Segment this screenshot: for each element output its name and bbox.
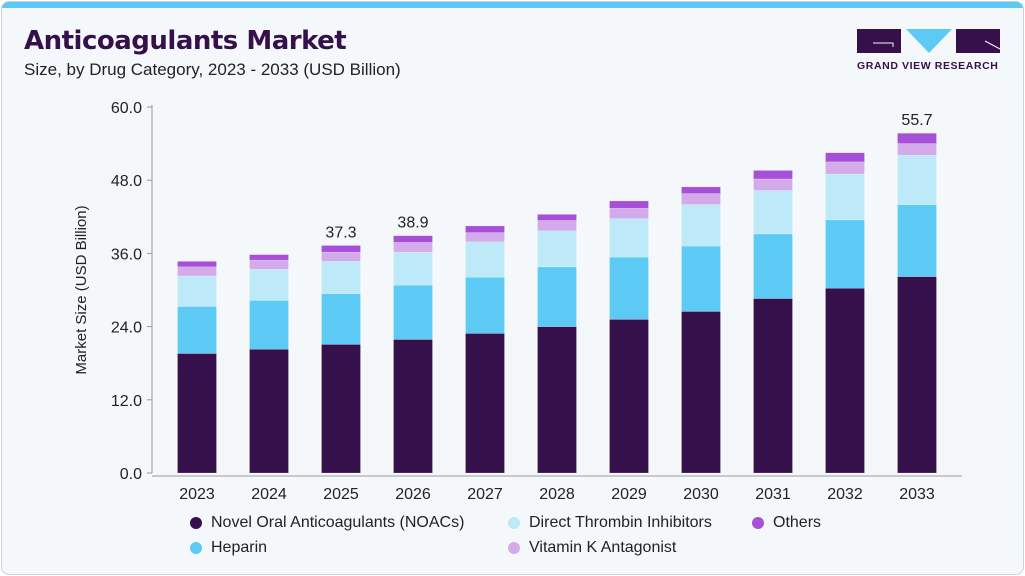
bar-segment-vitamin-k-antagonist-2023	[177, 266, 217, 277]
bar-segment-vitamin-k-antagonist-2027	[465, 232, 505, 243]
bar-segment-heparin-2025	[321, 293, 361, 345]
bar-segment-heparin-2029	[609, 256, 649, 320]
page-title: Anticoagulants Market	[24, 26, 347, 56]
legend-item[interactable]: Novel Oral Anticoagulants (NOACs)	[190, 514, 464, 532]
bar-segment-novel-oral-anticoagulants-noacs-2025	[321, 343, 361, 474]
bar-segment-vitamin-k-antagonist-2028	[537, 220, 577, 232]
bar-total-label: 38.9	[397, 215, 428, 232]
bar-segment-heparin-2031	[753, 233, 793, 299]
y-axis-label: Market Size (USD Billion)	[73, 205, 90, 374]
bar-segment-heparin-2028	[537, 266, 577, 327]
gvr-logo-icon	[857, 29, 1001, 53]
bar-segment-others-2030	[681, 186, 721, 194]
bar-segment-others-2023	[177, 261, 217, 268]
legend-swatch	[190, 517, 202, 529]
x-tick-label: 2027	[467, 486, 503, 503]
x-tick-label: 2028	[539, 486, 575, 503]
bar-segment-novel-oral-anticoagulants-noacs-2028	[537, 326, 577, 474]
bar-segment-others-2032	[825, 152, 865, 163]
grand-view-research-logo: GRAND VIEW RESEARCH	[857, 29, 1002, 72]
bar-segment-novel-oral-anticoagulants-noacs-2026	[393, 339, 433, 474]
bar-segment-vitamin-k-antagonist-2033	[897, 143, 937, 156]
y-tick-label: 48.0	[111, 173, 142, 190]
bar-segment-novel-oral-anticoagulants-noacs-2032	[825, 287, 865, 474]
bar-segment-others-2033	[897, 132, 937, 144]
bar-segment-direct-thrombin-inhibitors-2023	[177, 275, 217, 307]
legend-item[interactable]: Vitamin K Antagonist	[508, 539, 676, 557]
x-tick-label: 2025	[323, 486, 359, 503]
legend-label: Novel Oral Anticoagulants (NOACs)	[211, 514, 465, 531]
bar-segment-heparin-2023	[177, 306, 217, 354]
bar-segment-novel-oral-anticoagulants-noacs-2031	[753, 298, 793, 474]
y-tick-label: 12.0	[111, 393, 142, 410]
x-tick-label: 2031	[755, 486, 791, 503]
bar-segment-direct-thrombin-inhibitors-2031	[753, 190, 793, 235]
bar-segment-vitamin-k-antagonist-2032	[825, 161, 865, 175]
legend-label: Direct Thrombin Inhibitors	[529, 514, 712, 531]
top-accent-bar	[2, 2, 1023, 8]
bar-segment-heparin-2027	[465, 276, 505, 334]
x-tick-label: 2026	[395, 486, 431, 503]
bar-segment-direct-thrombin-inhibitors-2028	[537, 230, 577, 268]
bar-segment-others-2026	[393, 235, 433, 243]
bar-segment-novel-oral-anticoagulants-noacs-2030	[681, 311, 721, 474]
bar-segment-others-2029	[609, 200, 649, 209]
legend-swatch	[190, 542, 202, 554]
chart-subtitle: Size, by Drug Category, 2023 - 2033 (USD…	[24, 60, 401, 79]
bar-segment-others-2025	[321, 245, 361, 253]
legend-item[interactable]: Others	[752, 514, 821, 532]
bar-segment-novel-oral-anticoagulants-noacs-2027	[465, 333, 505, 474]
bar-total-label: 55.7	[901, 112, 932, 129]
bar-segment-heparin-2030	[681, 245, 721, 312]
legend-label: Others	[773, 514, 822, 531]
bar-segment-novel-oral-anticoagulants-noacs-2029	[609, 318, 649, 474]
x-tick-label: 2030	[683, 486, 719, 503]
x-tick-label: 2029	[611, 486, 647, 503]
legend-swatch	[508, 542, 520, 554]
bar-segment-vitamin-k-antagonist-2031	[753, 178, 793, 191]
bar-segment-novel-oral-anticoagulants-noacs-2033	[897, 276, 937, 474]
bar-segment-direct-thrombin-inhibitors-2029	[609, 218, 649, 258]
legend-label: Heparin	[211, 539, 268, 556]
legend-swatch	[752, 517, 764, 529]
bar-segment-novel-oral-anticoagulants-noacs-2023	[177, 353, 217, 474]
bar-total-label: 37.3	[325, 224, 356, 241]
bar-segment-heparin-2024	[249, 300, 289, 350]
bar-segment-novel-oral-anticoagulants-noacs-2024	[249, 348, 289, 474]
bar-segment-heparin-2026	[393, 284, 433, 340]
y-tick-label: 60.0	[111, 100, 142, 117]
x-tick-label: 2023	[179, 486, 215, 503]
x-tick-label: 2033	[899, 486, 935, 503]
bar-segment-direct-thrombin-inhibitors-2024	[249, 268, 289, 301]
legend-swatch	[508, 517, 520, 529]
bar-segment-vitamin-k-antagonist-2024	[249, 259, 289, 270]
y-tick-label: 24.0	[111, 320, 142, 337]
x-tick-label: 2032	[827, 486, 863, 503]
y-tick-label: 0.0	[120, 466, 142, 483]
bar-segment-direct-thrombin-inhibitors-2027	[465, 241, 505, 278]
legend-label: Vitamin K Antagonist	[529, 539, 677, 556]
y-tick-label: 36.0	[111, 246, 142, 263]
bar-segment-vitamin-k-antagonist-2029	[609, 207, 649, 219]
bar-segment-others-2024	[249, 254, 289, 261]
bar-segment-vitamin-k-antagonist-2026	[393, 242, 433, 253]
bar-segment-vitamin-k-antagonist-2025	[321, 251, 361, 262]
bar-segment-direct-thrombin-inhibitors-2030	[681, 204, 721, 247]
bar-segment-others-2031	[753, 170, 793, 180]
bar-segment-others-2028	[537, 214, 577, 221]
bar-segment-others-2027	[465, 225, 505, 233]
legend-item[interactable]: Direct Thrombin Inhibitors	[508, 514, 712, 532]
bar-segment-direct-thrombin-inhibitors-2025	[321, 261, 361, 294]
x-tick-label: 2024	[251, 486, 287, 503]
bar-segment-vitamin-k-antagonist-2030	[681, 193, 721, 205]
bar-segment-direct-thrombin-inhibitors-2026	[393, 251, 433, 286]
bar-segment-direct-thrombin-inhibitors-2032	[825, 173, 865, 221]
bar-segment-heparin-2032	[825, 219, 865, 289]
bar-segment-direct-thrombin-inhibitors-2033	[897, 154, 937, 205]
logo-text: GRAND VIEW RESEARCH	[857, 60, 999, 72]
bar-segment-heparin-2033	[897, 204, 937, 277]
legend-item[interactable]: Heparin	[190, 539, 267, 557]
